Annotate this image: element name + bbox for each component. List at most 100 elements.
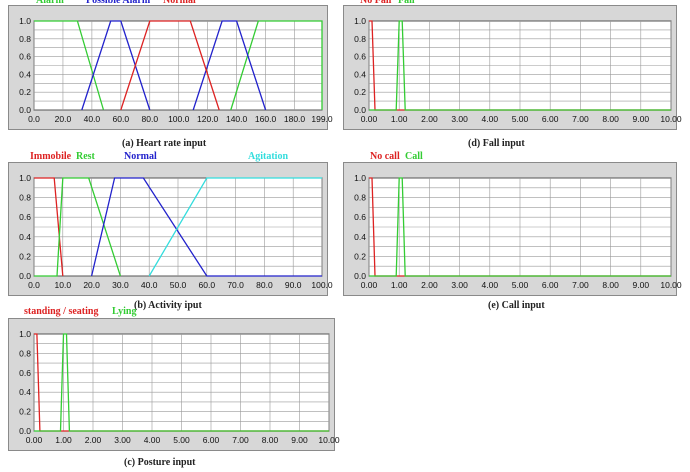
legend-label: Fall [398, 0, 415, 6]
y-tick-label: 0.0 [354, 105, 366, 115]
x-tick-label: 70.0 [227, 280, 244, 290]
fall-svg: 0.0 0.2 0.4 0.6 0.8 1.0 0.00 1.00 2.00 3.00 4.00 5.… [343, 5, 682, 130]
x-tick-label: 120.0 [197, 114, 219, 124]
x-tick-label: 8.00 [262, 435, 279, 445]
x-tick-label: 80.0 [256, 280, 273, 290]
legend-label: Lying [112, 306, 137, 317]
x-tick-label: 2.00 [421, 114, 438, 124]
y-tick-label: 0.6 [19, 52, 31, 62]
x-tick-label: 30.0 [112, 280, 129, 290]
y-tick-label: 0.8 [354, 34, 366, 44]
y-tick-label: 0.0 [19, 271, 31, 281]
posture-svg: 0.0 0.2 0.4 0.6 0.8 1.0 0.00 1.00 2.00 3.00 4.00 5.… [8, 318, 340, 451]
posture-caption: (c) Posture input [124, 457, 196, 468]
y-tick-label: 0.8 [19, 193, 31, 203]
x-tick-label: 7.00 [232, 435, 249, 445]
x-tick-label: 40.0 [141, 280, 158, 290]
x-tick-label: 199.0 [311, 114, 333, 124]
activity-chart: 0.0 0.2 0.4 0.6 0.8 1.0 0.0 10.0 20.0 30.0 40.0 50.… [8, 162, 333, 296]
legend-label: Immobile [30, 151, 72, 162]
series-line [369, 177, 671, 277]
posture-chart: 0.0 0.2 0.4 0.6 0.8 1.0 0.00 1.00 2.00 3.00 4.00 5.… [8, 318, 340, 451]
x-tick-label: 0.00 [361, 114, 378, 124]
y-tick-label: 0.2 [354, 87, 366, 97]
x-tick-label: 5.00 [173, 435, 190, 445]
x-tick-label: 20.0 [83, 280, 100, 290]
y-tick-label: 1.0 [19, 173, 31, 183]
series-line [34, 177, 64, 277]
y-tick-label: 0.4 [354, 69, 366, 79]
y-tick-label: 1.0 [19, 16, 31, 26]
x-tick-label: 1.00 [55, 435, 72, 445]
series-line [120, 20, 220, 111]
legend-label: Alarm [36, 0, 64, 6]
legend-label: Possible Alarm [86, 0, 151, 6]
y-tick-label: 0.6 [19, 212, 31, 222]
y-tick-label: 0.4 [19, 232, 31, 242]
x-tick-label: 4.00 [482, 280, 499, 290]
x-tick-label: 6.00 [542, 114, 559, 124]
x-tick-label: 1.00 [391, 114, 408, 124]
x-tick-label: 5.00 [512, 280, 529, 290]
legend-label: Rest [76, 151, 95, 162]
x-tick-label: 10.00 [660, 280, 682, 290]
x-tick-label: 1.00 [391, 280, 408, 290]
x-tick-label: 90.0 [285, 280, 302, 290]
x-tick-label: 0.0 [28, 114, 40, 124]
y-tick-label: 0.0 [354, 271, 366, 281]
y-tick-label: 0.4 [19, 69, 31, 79]
x-tick-label: 2.00 [85, 435, 102, 445]
y-tick-label: 0.8 [19, 348, 31, 358]
x-tick-label: 50.0 [170, 280, 187, 290]
x-tick-label: 10.00 [660, 114, 682, 124]
x-tick-label: 160.0 [255, 114, 277, 124]
activity-caption: (b) Activity iput [134, 300, 202, 311]
series-line [34, 333, 329, 432]
x-tick-label: 2.00 [421, 280, 438, 290]
call-chart: 0.0 0.2 0.4 0.6 0.8 1.0 0.00 1.00 2.00 3.00 4.00 5.… [343, 162, 682, 296]
legend-label: Normal [163, 0, 196, 6]
y-tick-label: 0.6 [354, 212, 366, 222]
x-tick-label: 7.00 [572, 280, 589, 290]
x-tick-label: 0.00 [26, 435, 43, 445]
x-tick-label: 3.00 [451, 114, 468, 124]
x-tick-label: 5.00 [512, 114, 529, 124]
x-tick-label: 9.00 [633, 114, 650, 124]
x-tick-label: 8.00 [602, 114, 619, 124]
series-line [90, 177, 322, 277]
x-tick-label: 4.00 [482, 114, 499, 124]
legend-label: Normal [124, 151, 157, 162]
x-tick-label: 10.0 [55, 280, 72, 290]
y-tick-label: 0.0 [19, 426, 31, 436]
legend-label: Call [405, 151, 423, 162]
heart-rate-chart: 0.0 0.2 0.4 0.6 0.8 1.0 0.0 20.0 40.0 60.0 80.0 100… [8, 5, 333, 130]
series-line [34, 20, 105, 111]
x-tick-label: 100.0 [168, 114, 190, 124]
y-tick-label: 1.0 [354, 16, 366, 26]
x-tick-label: 6.00 [203, 435, 220, 445]
call-svg: 0.0 0.2 0.4 0.6 0.8 1.0 0.00 1.00 2.00 3.00 4.00 5.… [343, 162, 682, 296]
y-tick-label: 0.6 [19, 368, 31, 378]
series-line [369, 20, 671, 111]
x-tick-label: 60.0 [199, 280, 216, 290]
fall-caption: (d) Fall input [468, 138, 525, 149]
call-caption: (e) Call input [488, 300, 545, 311]
x-tick-label: 10.00 [318, 435, 340, 445]
x-tick-label: 9.00 [633, 280, 650, 290]
x-tick-label: 40.0 [84, 114, 101, 124]
x-tick-label: 180.0 [284, 114, 306, 124]
x-tick-label: 3.00 [451, 280, 468, 290]
x-tick-label: 80.0 [142, 114, 159, 124]
y-tick-label: 0.0 [19, 105, 31, 115]
x-tick-label: 20.0 [55, 114, 72, 124]
y-tick-label: 1.0 [19, 329, 31, 339]
y-tick-label: 0.2 [19, 251, 31, 261]
x-tick-label: 4.00 [144, 435, 161, 445]
series-line [148, 177, 322, 277]
y-tick-label: 0.4 [19, 387, 31, 397]
series-line [34, 177, 122, 277]
x-tick-label: 0.00 [361, 280, 378, 290]
x-tick-label: 60.0 [113, 114, 130, 124]
y-tick-label: 0.2 [19, 407, 31, 417]
y-tick-label: 0.8 [19, 34, 31, 44]
